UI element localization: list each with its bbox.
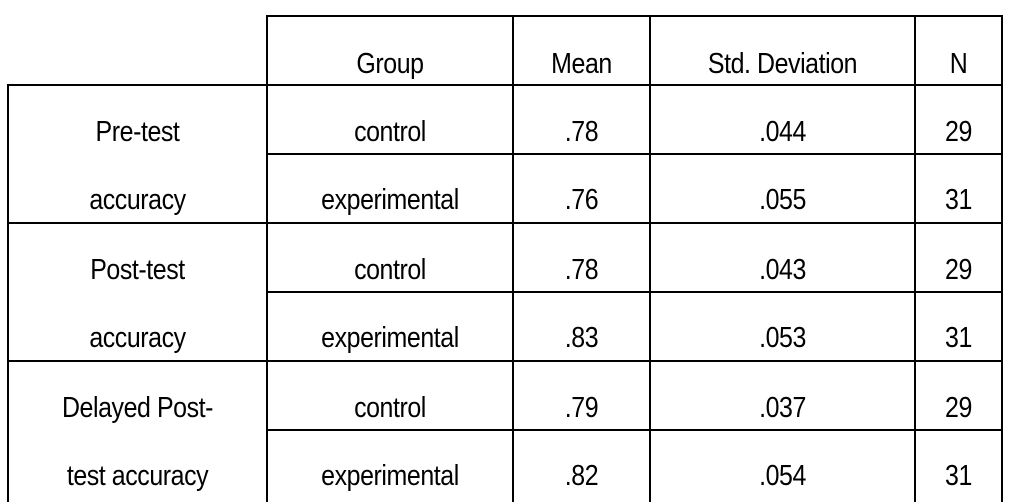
row-label-line2: accuracy — [89, 183, 186, 216]
header-std-deviation: Std. Deviation — [707, 47, 858, 80]
n-cell: 29 — [945, 391, 972, 424]
header-group: Group — [356, 47, 424, 80]
row-divider — [266, 429, 1003, 431]
column-divider — [914, 15, 916, 502]
row-label-line2: accuracy — [89, 321, 186, 354]
group-cell: experimental — [321, 321, 459, 354]
mean-cell: .78 — [564, 115, 599, 148]
group-cell: experimental — [321, 183, 459, 216]
sd-cell: .054 — [759, 459, 806, 492]
n-cell: 31 — [945, 183, 972, 216]
table-left-border — [7, 84, 9, 502]
n-cell: 29 — [945, 115, 972, 148]
n-cell: 29 — [945, 253, 972, 286]
n-cell: 31 — [945, 459, 972, 492]
column-divider — [649, 15, 651, 502]
sd-cell: .055 — [759, 183, 806, 216]
row-divider — [266, 291, 1003, 293]
n-cell: 31 — [945, 321, 972, 354]
header-bottom-border — [7, 84, 1003, 86]
mean-cell: .83 — [564, 321, 599, 354]
row-label-line1: Pre-test — [95, 115, 180, 148]
group-cell: experimental — [321, 459, 459, 492]
group-cell: control — [354, 391, 426, 424]
mean-cell: .79 — [564, 391, 599, 424]
sd-cell: .043 — [759, 253, 806, 286]
row-label-line1: Post-test — [90, 253, 185, 286]
row-label-line2: test accuracy — [66, 459, 209, 492]
table-top-border — [266, 15, 1003, 17]
header-mean: Mean — [551, 47, 612, 80]
column-divider — [266, 15, 268, 502]
mean-cell: .78 — [564, 253, 599, 286]
block-divider — [7, 360, 1003, 362]
column-divider — [512, 15, 514, 502]
mean-cell: .76 — [564, 183, 599, 216]
mean-cell: .82 — [564, 459, 599, 492]
row-divider — [266, 153, 1003, 155]
row-label-line1: Delayed Post- — [61, 391, 214, 424]
sd-cell: .037 — [759, 391, 806, 424]
table-right-border — [1001, 15, 1003, 502]
sd-cell: .044 — [759, 115, 806, 148]
block-divider — [7, 222, 1003, 224]
group-cell: control — [354, 253, 426, 286]
header-n: N — [949, 47, 968, 80]
group-cell: control — [354, 115, 426, 148]
sd-cell: .053 — [759, 321, 806, 354]
